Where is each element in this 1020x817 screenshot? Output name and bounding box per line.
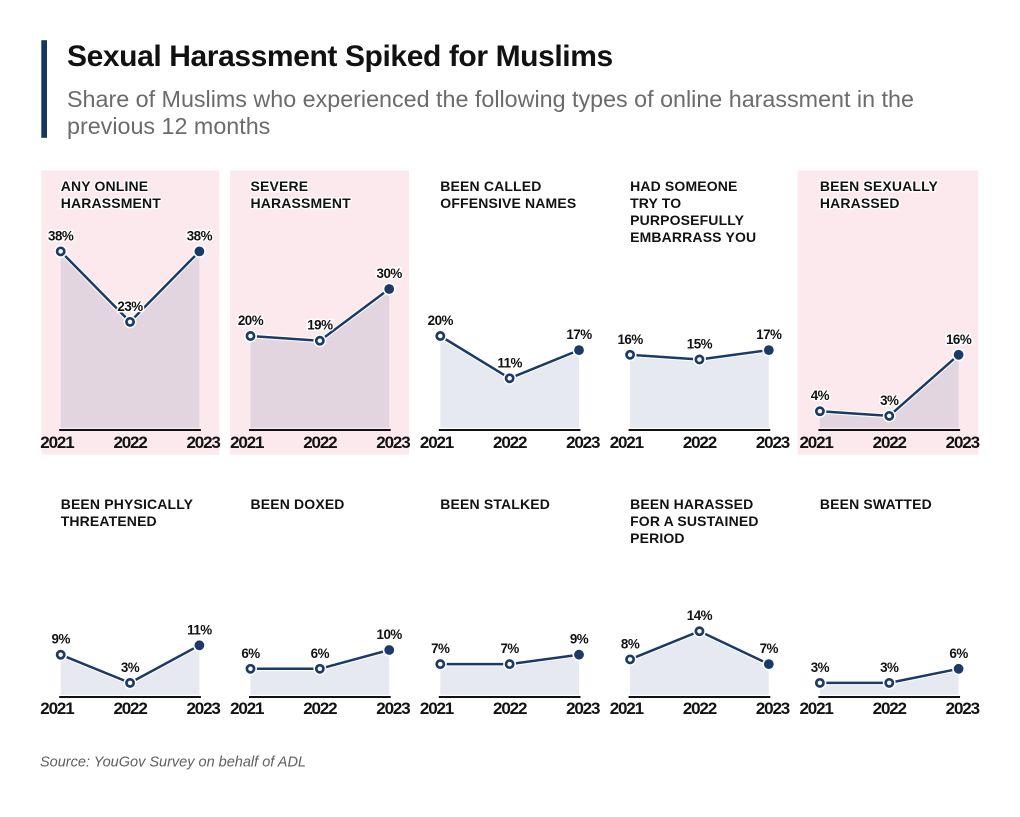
svg-text:19%: 19%: [307, 318, 333, 333]
svg-text:2023: 2023: [566, 699, 600, 718]
svg-text:BEEN DOXED: BEEN DOXED: [251, 496, 345, 512]
svg-text:16%: 16%: [617, 332, 643, 347]
svg-text:20%: 20%: [428, 313, 454, 328]
svg-text:THREATENED: THREATENED: [61, 513, 157, 529]
svg-text:7%: 7%: [500, 641, 519, 656]
svg-text:EMBARRASS YOU: EMBARRASS YOU: [630, 229, 756, 245]
svg-text:9%: 9%: [52, 632, 71, 647]
svg-text:6%: 6%: [949, 646, 968, 661]
svg-text:Share of Muslims who experienc: Share of Muslims who experienced the fol…: [67, 86, 914, 112]
svg-text:3%: 3%: [880, 660, 899, 675]
svg-text:3%: 3%: [811, 660, 830, 675]
svg-text:BEEN CALLED: BEEN CALLED: [440, 178, 541, 194]
svg-text:38%: 38%: [187, 228, 213, 243]
svg-text:2021: 2021: [40, 433, 74, 452]
svg-text:2022: 2022: [493, 433, 527, 452]
svg-text:2021: 2021: [420, 433, 454, 452]
svg-text:OFFENSIVE NAMES: OFFENSIVE NAMES: [440, 195, 576, 211]
svg-text:2022: 2022: [873, 699, 907, 718]
svg-text:30%: 30%: [377, 266, 403, 281]
svg-text:2022: 2022: [493, 699, 527, 718]
svg-text:TRY TO: TRY TO: [630, 195, 681, 211]
svg-text:14%: 14%: [687, 608, 713, 623]
svg-text:7%: 7%: [431, 641, 450, 656]
svg-text:2021: 2021: [230, 433, 264, 452]
svg-text:2021: 2021: [420, 699, 454, 718]
svg-text:6%: 6%: [311, 646, 330, 661]
svg-text:2023: 2023: [946, 699, 980, 718]
svg-text:ANY ONLINE: ANY ONLINE: [61, 178, 149, 194]
svg-text:BEEN SEXUALLY: BEEN SEXUALLY: [820, 178, 939, 194]
svg-text:2022: 2022: [873, 433, 907, 452]
svg-text:11%: 11%: [497, 355, 522, 370]
svg-text:HAD SOMEONE: HAD SOMEONE: [630, 178, 737, 194]
svg-text:BEEN PHYSICALLY: BEEN PHYSICALLY: [61, 496, 194, 512]
svg-text:2021: 2021: [800, 699, 834, 718]
svg-text:15%: 15%: [687, 337, 713, 352]
svg-text:2021: 2021: [610, 433, 644, 452]
svg-text:17%: 17%: [566, 327, 592, 342]
svg-text:2022: 2022: [303, 433, 337, 452]
svg-text:3%: 3%: [880, 393, 899, 408]
svg-text:2021: 2021: [800, 433, 834, 452]
svg-text:7%: 7%: [760, 641, 779, 656]
svg-text:FOR A SUSTAINED: FOR A SUSTAINED: [630, 513, 759, 529]
svg-text:2023: 2023: [566, 433, 600, 452]
svg-text:PERIOD: PERIOD: [630, 530, 685, 546]
svg-text:11%: 11%: [187, 622, 212, 637]
svg-text:2023: 2023: [756, 699, 790, 718]
svg-text:BEEN SWATTED: BEEN SWATTED: [820, 496, 932, 512]
svg-text:2023: 2023: [186, 699, 220, 718]
svg-text:2023: 2023: [186, 433, 220, 452]
svg-text:2023: 2023: [756, 433, 790, 452]
svg-text:2022: 2022: [113, 433, 147, 452]
svg-text:BEEN STALKED: BEEN STALKED: [440, 496, 550, 512]
svg-text:16%: 16%: [946, 332, 972, 347]
svg-text:20%: 20%: [238, 313, 264, 328]
svg-text:9%: 9%: [570, 632, 589, 647]
svg-text:2023: 2023: [376, 433, 410, 452]
svg-text:2022: 2022: [113, 699, 147, 718]
svg-text:Sexual Harassment Spiked for M: Sexual Harassment Spiked for Muslims: [67, 40, 613, 73]
svg-text:17%: 17%: [756, 327, 782, 342]
svg-text:38%: 38%: [48, 228, 74, 243]
svg-text:2023: 2023: [946, 433, 980, 452]
svg-text:PURPOSEFULLY: PURPOSEFULLY: [630, 212, 745, 228]
svg-text:3%: 3%: [121, 660, 140, 675]
svg-text:Source: YouGov Survey on behal: Source: YouGov Survey on behalf of ADL: [40, 755, 306, 771]
svg-text:23%: 23%: [117, 299, 143, 314]
svg-text:2021: 2021: [230, 699, 264, 718]
svg-text:2022: 2022: [303, 699, 337, 718]
svg-text:2022: 2022: [683, 699, 717, 718]
svg-text:SEVERE: SEVERE: [251, 178, 309, 194]
svg-text:8%: 8%: [621, 636, 640, 651]
svg-text:2021: 2021: [40, 699, 74, 718]
svg-text:previous 12 months: previous 12 months: [67, 113, 270, 139]
svg-text:4%: 4%: [811, 388, 830, 403]
svg-text:HARASSMENT: HARASSMENT: [251, 195, 352, 211]
svg-text:10%: 10%: [377, 627, 403, 642]
svg-text:2023: 2023: [376, 699, 410, 718]
svg-text:HARASSMENT: HARASSMENT: [61, 195, 162, 211]
svg-text:2022: 2022: [683, 433, 717, 452]
svg-text:HARASSED: HARASSED: [820, 195, 900, 211]
svg-text:6%: 6%: [241, 646, 260, 661]
svg-text:BEEN HARASSED: BEEN HARASSED: [630, 496, 753, 512]
svg-text:2021: 2021: [610, 699, 644, 718]
